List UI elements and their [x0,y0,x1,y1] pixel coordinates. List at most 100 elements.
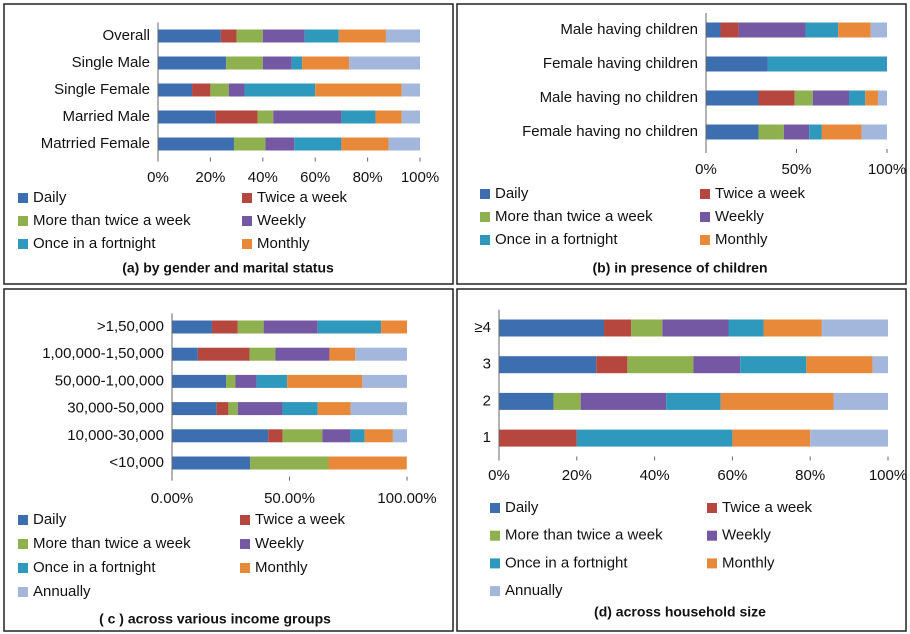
x-tick-label: 0% [488,467,510,484]
bar-segment [767,56,887,72]
x-tick-label: 80% [795,467,825,484]
legend-label: Daily [505,499,539,516]
bar-segment [210,83,229,97]
bar-segment [158,83,193,97]
legend-label: Twice a week [722,499,813,516]
bar-segment [580,392,667,410]
category-label: Male having children [560,21,698,38]
bar-segment [197,347,250,361]
category-label: 50,000-1,00,000 [55,372,164,389]
x-tick-label: 100% [401,169,439,186]
category-label: 10,000-30,000 [67,427,164,444]
legend-label: Weekly [715,208,764,225]
bar-segment [262,56,292,70]
bar-segment [228,83,245,97]
bar-segment [257,110,274,124]
bar-segment [158,110,216,124]
bar-segment [211,320,238,334]
legend-swatch [242,239,252,249]
chart-caption: (b) in presence of children [592,260,767,276]
legend-label: More than twice a week [33,535,191,552]
legend-label: Monthly [715,231,768,248]
bar-segment [848,90,866,106]
category-label: 3 [483,356,491,373]
chart-caption: ( c ) across various income groups [99,611,331,627]
bar-segment [158,137,234,151]
bar-segment [728,319,764,337]
bar-segment [355,347,407,361]
bar-segment [627,356,694,374]
bar-segment [349,56,420,70]
legend-swatch [18,239,28,249]
legend-swatch [242,193,252,203]
bar-segment [282,402,318,416]
bar-segment [172,456,251,470]
legend-swatch [18,193,28,203]
legend-label: Once in a fortnight [505,554,628,571]
bar-segment [763,319,822,337]
bar-segment [385,29,420,43]
bar-segment [794,90,813,106]
legend-label: Once in a fortnight [33,559,156,576]
bar-segment [499,319,605,337]
bar-segment [282,429,323,443]
bar-segment [810,429,888,447]
bar-segment [275,347,330,361]
bar-segment [738,22,806,38]
category-label: Single Female [54,81,150,98]
legend-swatch [480,235,490,245]
bar-segment [401,83,420,97]
category-label: >1,50,000 [97,318,164,335]
bar-segment [250,456,329,470]
bar-segment [302,56,350,70]
bar-segment [322,429,351,443]
legend-swatch [18,587,28,597]
bar-segment [666,392,721,410]
bar-segment [315,83,402,97]
x-tick-label: 60% [717,467,747,484]
bar-segment [821,124,862,140]
bar-segment [226,56,263,70]
bar-segment [870,22,887,38]
legend-swatch [490,586,500,597]
bar-segment [350,402,407,416]
legend-swatch [242,216,252,226]
legend-label: Daily [33,189,67,206]
bar-segment [805,22,839,38]
x-tick-label: 50% [781,161,811,178]
panel-border [456,288,907,632]
bar-segment [216,402,229,416]
bar-segment [706,22,721,38]
x-tick-label: 0% [147,169,169,186]
bar-segment [375,110,402,124]
bar-segment [262,29,305,43]
legend-label: Weekly [722,527,771,544]
bar-segment [317,320,382,334]
x-tick-label: 50.00% [264,490,315,507]
legend-label: Once in a fortnight [33,235,156,252]
legend-label: Twice a week [257,189,348,206]
bar-segment [740,356,807,374]
legend-label: More than twice a week [33,212,191,229]
x-tick-label: 40% [248,169,278,186]
legend-label: Monthly [257,235,310,252]
bar-segment [553,392,581,410]
bar-segment [865,90,878,106]
chart-caption: (a) by gender and marital status [122,260,334,276]
bar-segment [291,56,303,70]
bar-segment [693,356,741,374]
category-label: Overall [102,27,150,44]
bar-segment [236,29,263,43]
bar-segment [172,374,227,388]
legend-swatch [18,539,28,549]
bar-segment [249,347,276,361]
bar-segment [215,110,258,124]
panel-border [3,3,454,285]
bar-segment [228,402,238,416]
bar-segment [499,392,554,410]
legend-swatch [240,515,250,525]
category-label: Married Male [62,108,150,125]
legend-swatch [707,558,717,569]
bar-segment [821,319,888,337]
bar-segment [172,347,198,361]
